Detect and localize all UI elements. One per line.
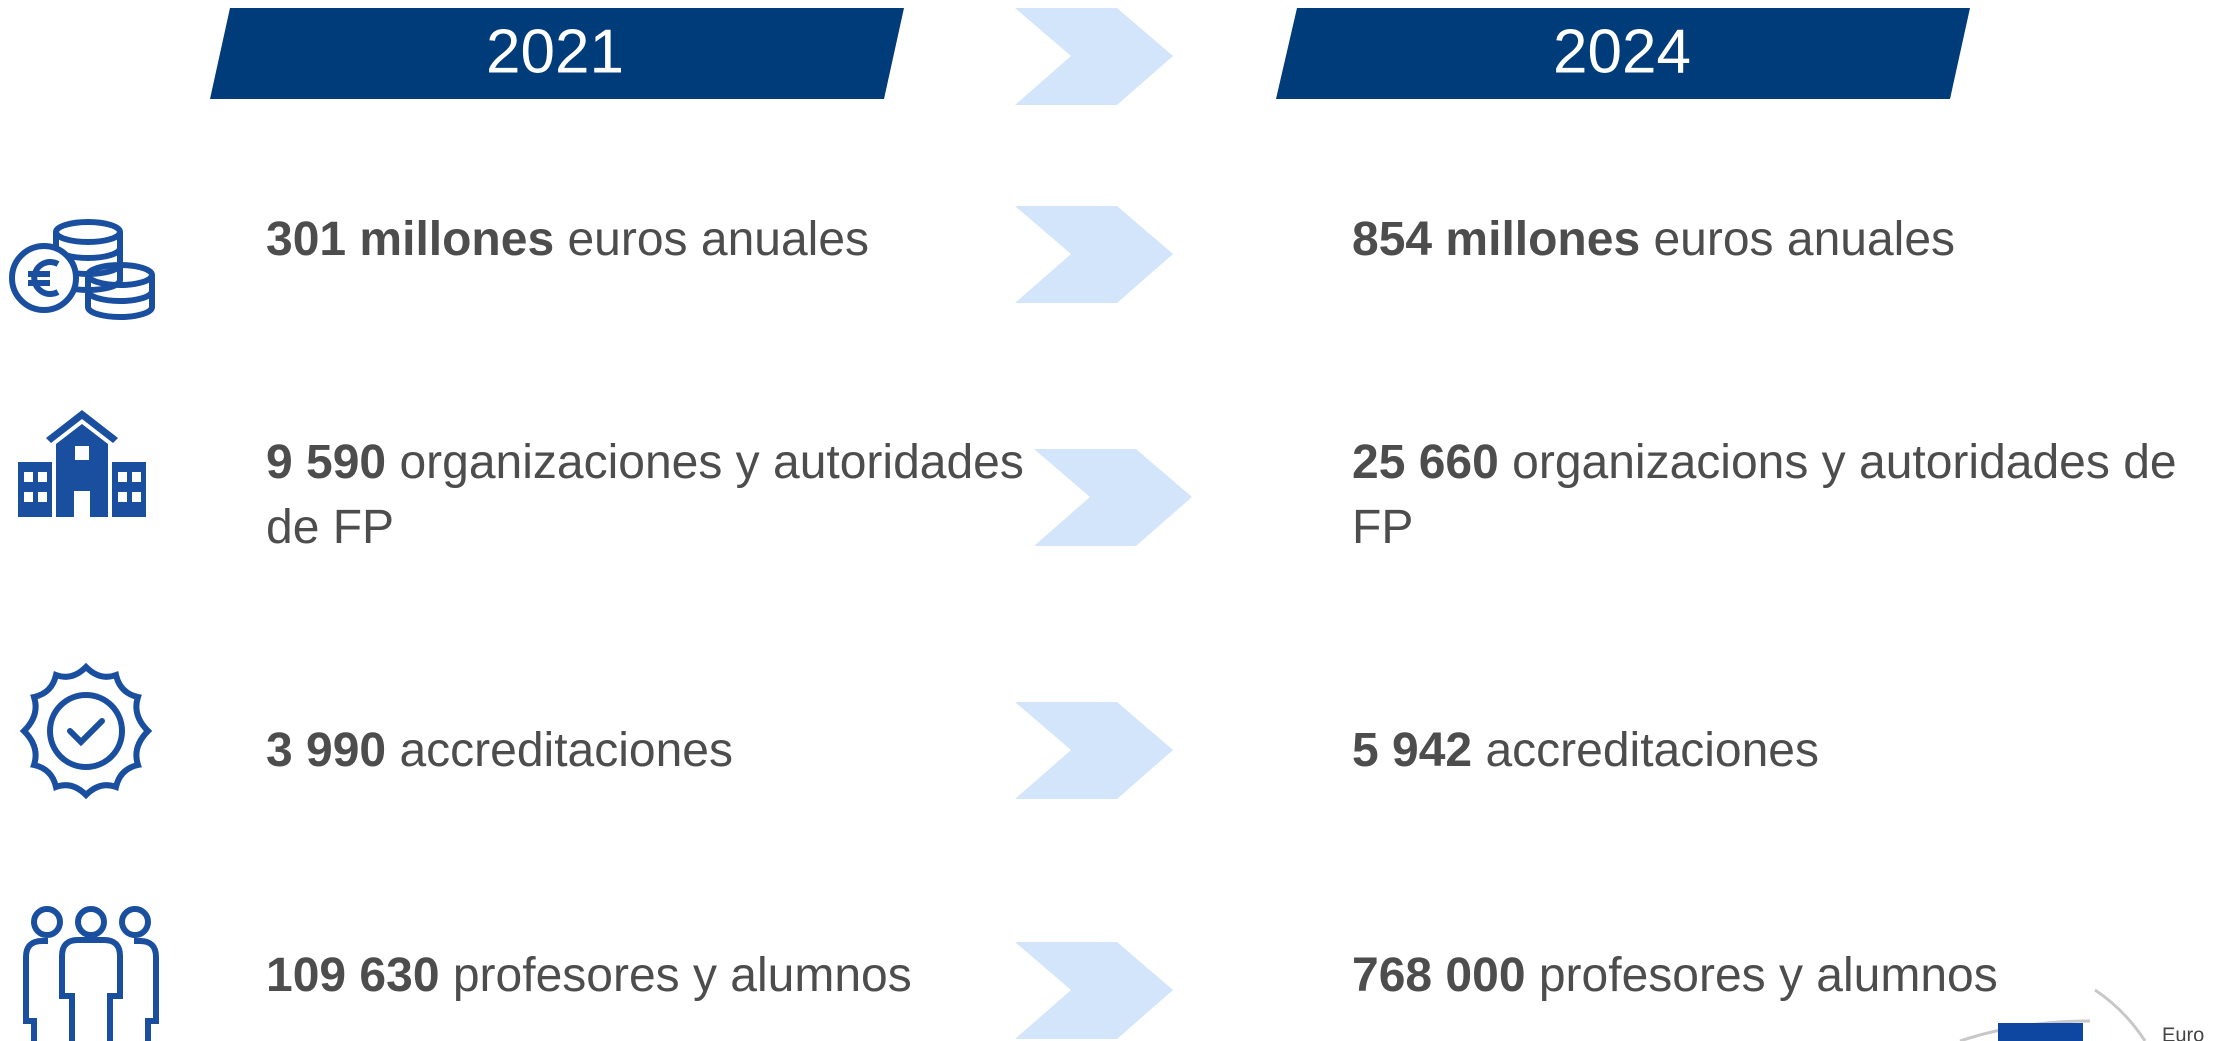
row-left: 301 millones euros anuales [266, 207, 1036, 272]
coins-icon [9, 219, 155, 320]
row-right: 854 millones euros anuales [1352, 207, 2216, 272]
label: profesores y alumnos [1525, 949, 1998, 1002]
value: 9 590 [266, 436, 387, 489]
row-right: 5 942 accreditaciones [1352, 718, 2216, 783]
value: 3 990 [266, 724, 387, 777]
row-right: 25 660 organizacions y autoridades de FP [1352, 430, 2216, 560]
value: 301 millones [266, 213, 555, 266]
row-left: 9 590 organizaciones y autoridades de FP [266, 430, 1036, 560]
chevron [1015, 8, 1173, 105]
label: profesores y alumnos [439, 949, 912, 1002]
value: 109 630 [266, 949, 440, 1002]
row-left: 3 990 accreditaciones [266, 718, 1036, 783]
chevron [1034, 449, 1192, 546]
label: accreditaciones [386, 724, 733, 777]
chevron [1015, 702, 1173, 799]
chevron [1015, 942, 1173, 1039]
header-year: 2024 [1553, 17, 1691, 86]
chevron [1015, 206, 1173, 303]
label: organizacions y autoridades de FP [1352, 436, 2177, 554]
row-left: 109 630 profesores y alumnos [266, 943, 1036, 1008]
header-banner [210, 8, 904, 99]
value: 5 942 [1352, 724, 1473, 777]
value: 25 660 [1352, 436, 1499, 489]
badge-icon [19, 662, 153, 800]
row-right: 768 000 profesores y alumnos [1352, 943, 2216, 1008]
value: 768 000 [1352, 949, 1526, 1002]
people-icon [23, 906, 159, 1041]
header-banner [1276, 8, 1970, 99]
label: euros anuales [554, 213, 870, 266]
logo-text: Euro [2162, 1024, 2204, 1041]
label: organizaciones y autoridades de FP [266, 436, 1024, 554]
building-icon [18, 410, 146, 517]
chevrons [1015, 8, 1192, 1039]
value: 854 millones [1352, 213, 1641, 266]
header-year: 2021 [486, 17, 624, 86]
logo: Euro [1959, 988, 2204, 1041]
label: accreditaciones [1472, 724, 1819, 777]
label: euros anuales [1640, 213, 1956, 266]
